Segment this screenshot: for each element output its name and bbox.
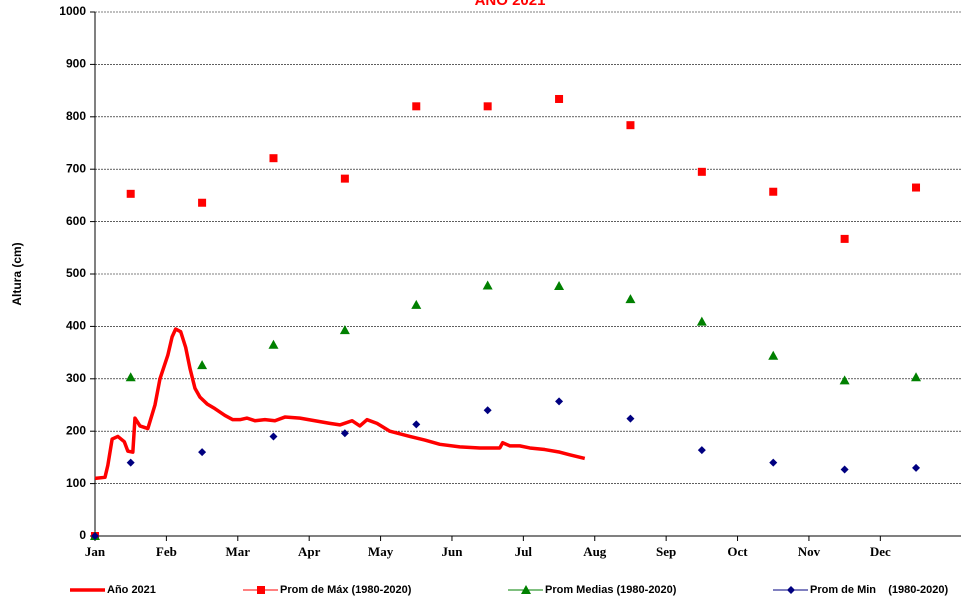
y-axis-label: Altura (cm): [10, 242, 24, 305]
data-point: [696, 316, 707, 326]
data-point: [483, 406, 492, 415]
data-point: [197, 360, 208, 370]
y-tick-label: 100: [66, 476, 86, 490]
y-tick-label: 600: [66, 214, 86, 228]
data-point: [697, 167, 706, 176]
y-tick-label: 700: [66, 161, 86, 175]
data-point: [339, 325, 350, 335]
data-point: [554, 281, 565, 291]
legend-marker: [787, 586, 795, 594]
data-point: [340, 174, 349, 183]
x-tick-label: Nov: [798, 544, 821, 559]
x-tick-label: May: [368, 544, 394, 559]
data-point: [840, 234, 849, 243]
data-point: [769, 187, 778, 196]
data-point: [626, 414, 635, 423]
x-tick-label: Aug: [583, 544, 607, 559]
x-tick-label: Jan: [85, 544, 106, 559]
data-point: [555, 94, 564, 103]
legend-label: Año 2021: [107, 584, 156, 596]
data-point: [340, 429, 349, 438]
y-tick-label: 300: [66, 371, 86, 385]
x-tick-label: Mar: [226, 544, 251, 559]
data-point: [911, 372, 922, 382]
data-point: [198, 198, 207, 207]
y-tick-label: 0: [79, 528, 86, 542]
y-tick-label: 200: [66, 423, 86, 437]
data-line: [94, 327, 586, 481]
data-point: [269, 154, 278, 163]
y-tick-label: 400: [66, 319, 86, 333]
data-point: [268, 339, 279, 349]
data-point: [555, 397, 564, 406]
x-tick-label: Jul: [515, 544, 533, 559]
legend-marker: [257, 586, 265, 594]
y-tick-label: 800: [66, 109, 86, 123]
data-point: [412, 102, 421, 111]
x-tick-label: Sep: [656, 544, 676, 559]
data-point: [769, 458, 778, 467]
data-point: [840, 465, 849, 474]
x-tick-label: Dec: [870, 544, 891, 559]
x-tick-label: Jun: [441, 544, 463, 559]
data-point: [126, 189, 135, 198]
data-point: [482, 280, 493, 290]
data-point: [411, 299, 422, 309]
data-point: [768, 350, 779, 360]
data-point: [91, 532, 99, 540]
data-point: [412, 420, 421, 429]
legend-label: Prom de Min (1980-2020): [810, 584, 948, 596]
data-point: [198, 448, 207, 457]
data-point: [625, 294, 636, 304]
legend-marker: [521, 585, 531, 594]
x-tick-label: Apr: [298, 544, 321, 559]
y-tick-label: 1000: [59, 4, 86, 18]
x-tick-label: Oct: [727, 544, 748, 559]
y-tick-label: 500: [66, 266, 86, 280]
x-tick-label: Feb: [156, 544, 177, 559]
data-point: [269, 432, 278, 441]
y-tick-label: 900: [66, 57, 86, 71]
data-point: [912, 183, 921, 192]
data-point: [626, 121, 635, 130]
data-point: [483, 102, 492, 111]
chart-title: AÑO 2021: [475, 0, 546, 9]
data-point: [125, 372, 136, 382]
data-point: [697, 446, 706, 455]
legend-label: Prom de Máx (1980-2020): [280, 584, 412, 596]
data-point: [912, 463, 921, 472]
legend-label: Prom Medias (1980-2020): [545, 584, 677, 596]
data-point: [839, 375, 850, 385]
data-point: [126, 458, 135, 467]
